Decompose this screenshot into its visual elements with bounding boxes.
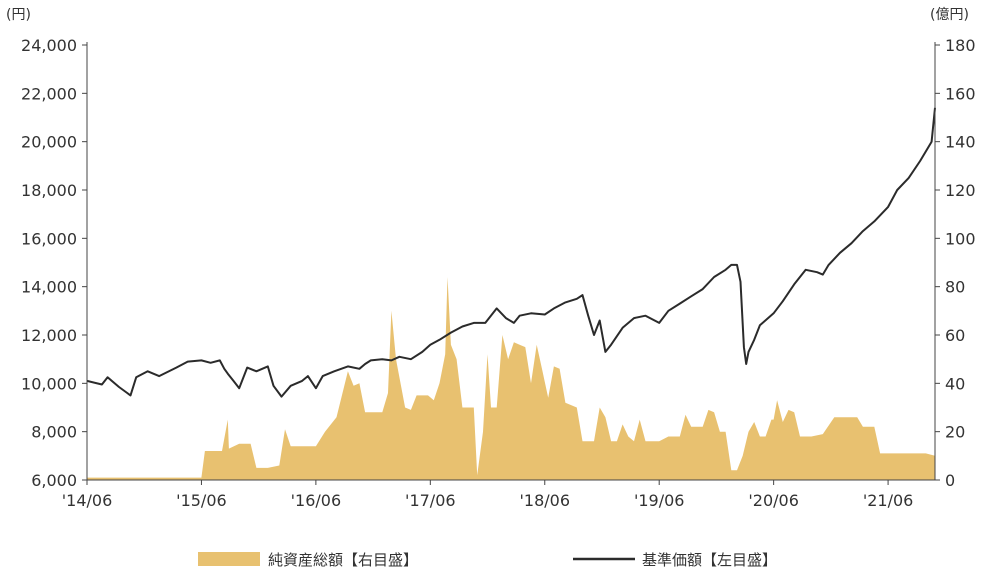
x-axis-tick-label: '15/06: [176, 491, 227, 510]
left-axis-tick-label: 16,000: [21, 229, 77, 248]
tick-label-layer: 6,000 8,000 10,000 12,000 14,000 16,000 18,000…: [21, 36, 976, 510]
left-axis-tick-label: 22,000: [21, 84, 77, 103]
right-axis-unit-label: (億円): [930, 7, 969, 23]
right-axis-tick-label: 180: [945, 36, 976, 55]
right-axis-tick-label: 60: [945, 326, 965, 345]
left-axis-tick-label: 12,000: [21, 326, 77, 345]
legend: 純資産総額【右目盛】 基準価額【左目盛】: [198, 551, 777, 569]
right-axis-tick-label: 100: [945, 229, 976, 248]
net-assets-area: [87, 277, 935, 480]
net-assets-area-layer: [87, 277, 935, 480]
left-axis-tick-label: 24,000: [21, 36, 77, 55]
x-axis-tick-label: '21/06: [863, 491, 914, 510]
right-axis-tick-label: 0: [945, 471, 955, 490]
right-axis-tick-label: 80: [945, 278, 965, 297]
right-axis-tick-label: 160: [945, 84, 976, 103]
left-axis-unit-label: (円): [6, 7, 31, 23]
left-axis-tick-label: 20,000: [21, 133, 77, 152]
x-axis-tick-label: '19/06: [634, 491, 685, 510]
nav-line: [86, 107, 936, 398]
axes-layer: [82, 42, 940, 485]
legend-label-nav: 基準価額【左目盛】: [642, 551, 777, 569]
x-axis-tick-label: '18/06: [520, 491, 571, 510]
right-axis-tick-label: 40: [945, 374, 965, 393]
left-axis-tick-label: 10,000: [21, 374, 77, 393]
right-axis-tick-label: 20: [945, 423, 965, 442]
legend-label-net-assets: 純資産総額【右目盛】: [268, 551, 418, 569]
x-axis-tick-label: '14/06: [62, 491, 113, 510]
left-axis-tick-label: 6,000: [31, 471, 77, 490]
x-axis-tick-label: '17/06: [405, 491, 456, 510]
right-axis-tick-label: 140: [945, 133, 976, 152]
right-axis-tick-label: 120: [945, 181, 976, 200]
left-axis-tick-label: 8,000: [31, 423, 77, 442]
x-axis-tick-label: '16/06: [291, 491, 342, 510]
legend-swatch-net-assets: [198, 552, 260, 566]
nav-line-layer: [86, 107, 936, 398]
x-axis-tick-label: '20/06: [748, 491, 799, 510]
left-axis-tick-label: 14,000: [21, 278, 77, 297]
left-axis-tick-label: 18,000: [21, 181, 77, 200]
